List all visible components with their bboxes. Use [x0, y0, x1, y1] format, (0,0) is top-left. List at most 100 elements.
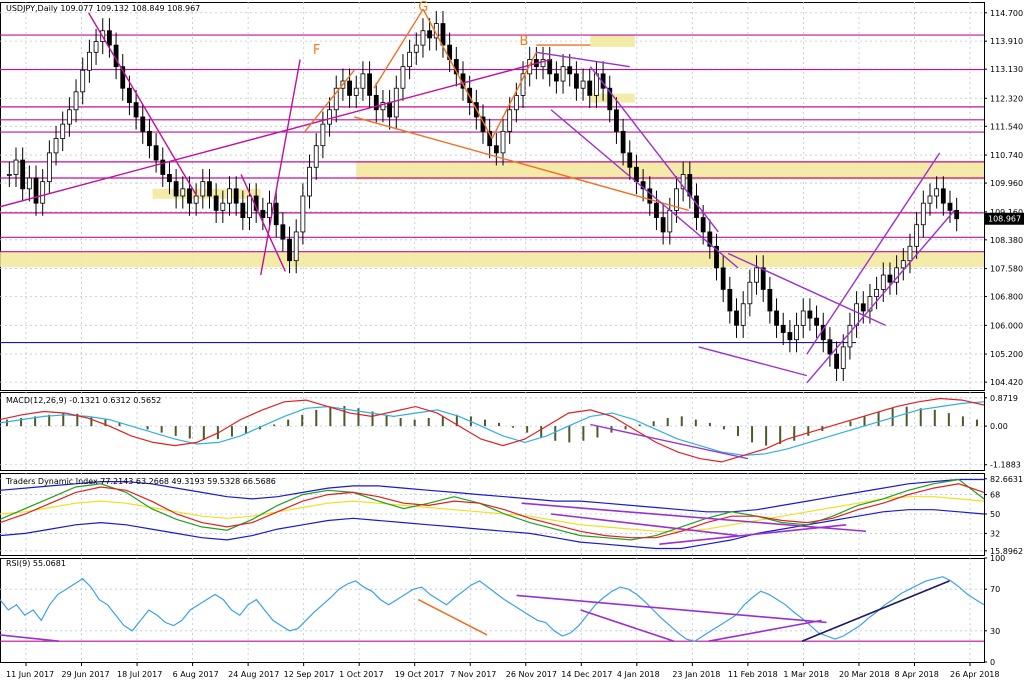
- panel-frame: [0, 392, 985, 471]
- candle-body: [700, 217, 706, 233]
- trend-line: [260, 59, 301, 276]
- candle-body: [140, 116, 146, 132]
- candle-body: [954, 209, 960, 220]
- candle-body: [60, 123, 66, 139]
- candle-body: [634, 166, 639, 183]
- tdi-trend-line: [521, 502, 866, 533]
- candle-body: [540, 59, 546, 68]
- tdi-y-tick-label: 68: [990, 491, 1000, 500]
- candle-body: [13, 159, 19, 175]
- candle-body: [207, 181, 212, 197]
- candle-body: [353, 87, 359, 96]
- trend-line: [373, 8, 424, 89]
- candle-body: [40, 181, 46, 204]
- candle-body: [800, 310, 806, 326]
- instrument-header: USDJPY,Daily 109.077 109.132 108.849 108…: [6, 4, 200, 13]
- price-y-tick-label: 106.000: [990, 321, 1023, 330]
- candle-body: [874, 289, 880, 297]
- candle-body: [160, 159, 166, 175]
- candle-body: [500, 130, 506, 154]
- x-tick-label: 11 Feb 2018: [728, 670, 778, 679]
- candle-body: [133, 102, 139, 118]
- trend-line: [698, 346, 808, 377]
- macd-panel[interactable]: 0.8719 0.00 -1.1883: [0, 392, 1021, 471]
- rsi-navy-trend-line: [801, 580, 950, 642]
- tdi-panel[interactable]: 82.6631 68 50 32 15.8962: [0, 473, 1023, 556]
- highlight-zone: [590, 35, 635, 47]
- macd-label: MACD(12,26,9) -0.1321 0.6312 0.5652: [6, 396, 161, 405]
- candle-body: [360, 73, 366, 89]
- candle-body: [714, 245, 719, 269]
- candle-body: [6, 174, 12, 176]
- x-tick-label: 8 Apr 2018: [894, 670, 938, 679]
- candle-body: [560, 66, 566, 82]
- candle-body: [567, 66, 573, 75]
- price-y-tick-label: 110.740: [990, 151, 1023, 160]
- candle-body: [120, 66, 126, 89]
- candle-body: [327, 109, 332, 125]
- candle-body: [727, 289, 733, 312]
- candle-body: [300, 195, 306, 233]
- candle-body: [900, 260, 906, 269]
- candle-body: [787, 332, 793, 341]
- candle-body: [427, 30, 433, 39]
- macd-signal-line: [0, 401, 985, 457]
- x-tick-label: 7 Nov 2017: [450, 670, 496, 679]
- trend-line: [727, 252, 886, 326]
- candle-body: [227, 188, 232, 204]
- candle-body: [840, 346, 846, 369]
- price-y-tick-label: 114.700: [990, 9, 1023, 18]
- rsi-y-tick-label: 70: [990, 585, 1000, 594]
- rsi-panel[interactable]: 100 70 30 0: [0, 554, 1005, 667]
- candle-body: [527, 59, 533, 75]
- rsi-y-tick-label: 0: [990, 658, 995, 667]
- trend-line: [806, 152, 941, 355]
- price-panel[interactable]: 114.700 113.910 113.130 112.320 111.540 110.7…: [0, 0, 1024, 391]
- candle-body: [53, 138, 59, 154]
- trend-line: [0, 58, 552, 208]
- macd-y-tick-label: 0.00: [990, 422, 1008, 431]
- tdi-base-line: [0, 496, 985, 532]
- tdi-signal-line: [0, 483, 985, 539]
- price-y-tick-label: 113.130: [990, 65, 1023, 74]
- price-y-tick-label: 108.380: [990, 236, 1023, 245]
- candle-body: [20, 159, 26, 190]
- panel-frame: [0, 558, 985, 663]
- candle-body: [127, 87, 132, 103]
- x-tick-label: 1 Mar 2018: [783, 670, 829, 679]
- rsi-label: RSI(9) 55.0681: [6, 559, 66, 568]
- candle-body: [307, 166, 312, 197]
- tdi-lower-band: [0, 509, 985, 550]
- candle-body: [173, 181, 179, 197]
- trend-line: [240, 174, 286, 272]
- candle-body: [393, 87, 399, 118]
- candle-body: [760, 267, 766, 290]
- tdi-upper-band: [0, 478, 984, 513]
- tdi-y-tick-label: 15.8962: [990, 547, 1023, 556]
- candle-body: [213, 195, 219, 211]
- candle-body: [827, 339, 833, 355]
- candle-body: [367, 73, 372, 96]
- candle-body: [547, 59, 553, 75]
- trend-line: [304, 69, 355, 132]
- rsi-purple-trend-line: [708, 619, 822, 642]
- rsi-y-tick-label: 100: [990, 554, 1005, 563]
- candle-body: [614, 109, 619, 132]
- candle-body: [187, 188, 192, 204]
- candle-body: [293, 231, 299, 262]
- candle-body: [580, 80, 586, 89]
- x-tick-label: 4 Jan 2018: [617, 670, 660, 679]
- candle-body: [507, 109, 513, 132]
- candle-body: [420, 30, 426, 46]
- candle-body: [907, 245, 913, 262]
- price-y-tick-label: 106.800: [990, 293, 1023, 302]
- candle-body: [934, 188, 940, 197]
- trend-line: [589, 66, 719, 233]
- candle-body: [400, 66, 406, 89]
- candle-body: [674, 188, 679, 211]
- candle-body: [347, 80, 352, 96]
- candle-body: [660, 217, 666, 233]
- candle-body: [200, 181, 206, 197]
